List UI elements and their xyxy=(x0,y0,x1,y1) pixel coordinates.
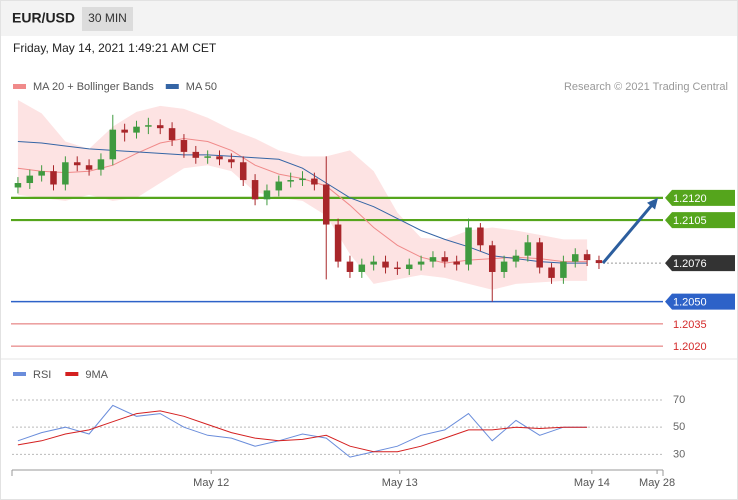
legend-swatch xyxy=(165,84,179,89)
forecast-arrow xyxy=(601,202,654,265)
legend-label: MA 50 xyxy=(186,81,217,93)
candle-body xyxy=(26,175,34,184)
candle-body xyxy=(453,261,460,265)
level-label-box xyxy=(665,255,735,272)
candle-body xyxy=(571,254,579,262)
legend-label: 9MA xyxy=(85,369,108,381)
candle-body xyxy=(287,180,294,182)
candle-body xyxy=(14,183,22,188)
candle-body xyxy=(97,159,105,170)
level-label: 1.2020 xyxy=(673,341,707,353)
interval-box[interactable] xyxy=(82,7,133,31)
candle-body xyxy=(417,261,425,265)
candle-body xyxy=(548,267,555,278)
candle-body xyxy=(488,245,496,272)
legend-swatch xyxy=(65,372,79,376)
candle-body xyxy=(192,151,200,158)
candle-body xyxy=(168,128,176,141)
candle-body xyxy=(441,257,449,262)
candle-body xyxy=(133,126,140,133)
level-label: 1.2076 xyxy=(673,258,707,270)
candle-body xyxy=(121,129,128,133)
candle-body xyxy=(251,180,259,200)
forecast-arrowhead xyxy=(647,197,658,210)
y-tick-label: 50 xyxy=(673,421,685,433)
candle-body xyxy=(145,125,152,127)
legend-label: RSI xyxy=(33,369,51,381)
candle-body xyxy=(109,129,117,160)
x-tick-label: May 28 xyxy=(639,477,675,489)
level-label: 1.2105 xyxy=(673,215,707,227)
candle-body xyxy=(275,181,283,191)
candle-body xyxy=(204,156,211,158)
indicator-line xyxy=(17,404,588,458)
candle-body xyxy=(500,261,508,272)
candle-body xyxy=(512,255,520,262)
candle-body xyxy=(358,264,366,272)
candle-body xyxy=(228,159,235,163)
candle-body xyxy=(85,165,93,170)
candle-body xyxy=(536,242,543,268)
candle-body xyxy=(405,264,413,270)
candle-body xyxy=(263,190,271,200)
candle-body xyxy=(50,171,57,185)
candle-body xyxy=(216,156,223,160)
candle-body xyxy=(156,125,164,129)
x-tick-label: May 12 xyxy=(193,477,229,489)
candle-body xyxy=(524,242,532,256)
level-label: 1.2050 xyxy=(673,297,707,309)
level-label: 1.2120 xyxy=(673,193,707,205)
y-tick-label: 70 xyxy=(673,394,685,406)
candle-body xyxy=(38,171,45,176)
candle-body xyxy=(595,260,603,264)
candle-body xyxy=(62,162,69,185)
legend-label: MA 20 + Bollinger Bands xyxy=(33,81,154,93)
level-label-box xyxy=(665,189,735,206)
candle-body xyxy=(73,162,81,166)
candle-body xyxy=(583,254,591,261)
candle-body xyxy=(429,257,437,262)
candle-body xyxy=(239,162,247,181)
candle-body xyxy=(346,261,354,272)
candle-body xyxy=(334,224,342,262)
legend-swatch xyxy=(13,372,26,376)
symbol: EUR/USD xyxy=(12,10,75,26)
x-tick-label: May 13 xyxy=(382,477,418,489)
candle-body xyxy=(299,178,306,181)
candle-body xyxy=(370,261,377,265)
indicator-line xyxy=(17,410,588,453)
level-label: 1.2035 xyxy=(673,319,707,331)
credit: Research © 2021 Trading Central xyxy=(564,81,728,93)
candle-body xyxy=(465,227,472,265)
bollinger-band xyxy=(17,100,588,290)
candle-body xyxy=(322,184,330,225)
level-label-box xyxy=(665,293,735,310)
x-tick-label: May 14 xyxy=(574,477,610,489)
y-tick-label: 30 xyxy=(673,448,685,460)
candle-body xyxy=(477,227,484,246)
level-label-box xyxy=(665,212,735,229)
candle-body xyxy=(394,267,401,270)
candle-body xyxy=(560,261,567,278)
candle-body xyxy=(311,178,318,185)
legend-swatch xyxy=(13,84,26,89)
interval[interactable]: 30 MIN xyxy=(88,11,127,25)
candle-body xyxy=(180,140,188,152)
candle-body xyxy=(382,261,389,268)
timestamp: Friday, May 14, 2021 1:49:21 AM CET xyxy=(13,41,217,55)
